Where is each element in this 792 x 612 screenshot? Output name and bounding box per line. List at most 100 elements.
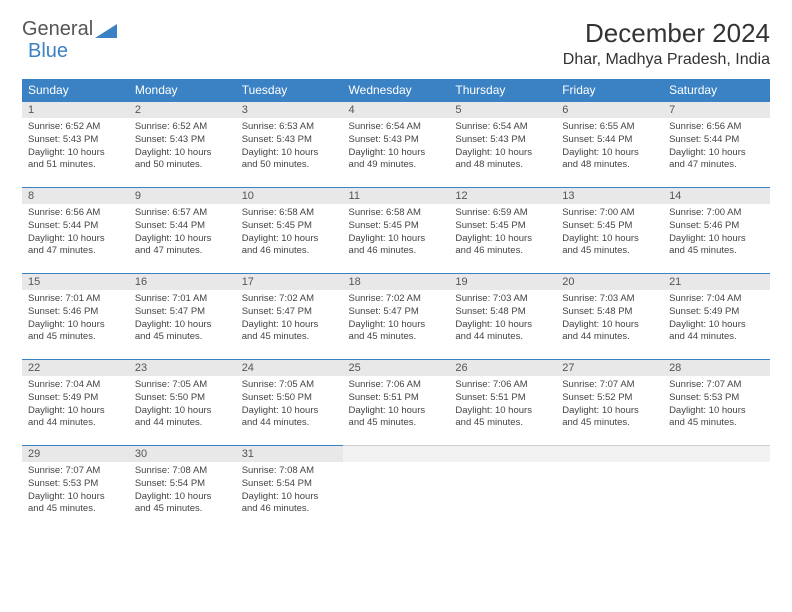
day-body: Sunrise: 6:58 AMSunset: 5:45 PMDaylight:…: [343, 204, 450, 263]
logo-text-general: General: [22, 18, 93, 41]
daylight-text: Daylight: 10 hours and 46 minutes.: [349, 233, 444, 259]
sunset-text: Sunset: 5:49 PM: [669, 306, 764, 319]
day-number: 17: [236, 273, 343, 290]
sunset-text: Sunset: 5:50 PM: [242, 392, 337, 405]
sunset-text: Sunset: 5:44 PM: [135, 220, 230, 233]
daylight-text: Daylight: 10 hours and 45 minutes.: [562, 233, 657, 259]
day-number: 15: [22, 273, 129, 290]
calendar-cell: [343, 445, 450, 531]
day-number: 24: [236, 359, 343, 376]
sunrise-text: Sunrise: 7:04 AM: [669, 293, 764, 306]
daylight-text: Daylight: 10 hours and 44 minutes.: [135, 405, 230, 431]
calendar-cell: 7Sunrise: 6:56 AMSunset: 5:44 PMDaylight…: [663, 101, 770, 187]
sunset-text: Sunset: 5:48 PM: [455, 306, 550, 319]
day-body: Sunrise: 6:54 AMSunset: 5:43 PMDaylight:…: [343, 118, 450, 177]
sunrise-text: Sunrise: 7:02 AM: [242, 293, 337, 306]
sunrise-text: Sunrise: 7:05 AM: [242, 379, 337, 392]
day-number: 30: [129, 445, 236, 462]
sunrise-text: Sunrise: 7:06 AM: [455, 379, 550, 392]
calendar-cell: 6Sunrise: 6:55 AMSunset: 5:44 PMDaylight…: [556, 101, 663, 187]
day-number: 4: [343, 101, 450, 118]
calendar-cell: 5Sunrise: 6:54 AMSunset: 5:43 PMDaylight…: [449, 101, 556, 187]
day-number: 19: [449, 273, 556, 290]
calendar-table: Sunday Monday Tuesday Wednesday Thursday…: [22, 79, 770, 531]
daylight-text: Daylight: 10 hours and 44 minutes.: [28, 405, 123, 431]
day-body: Sunrise: 7:05 AMSunset: 5:50 PMDaylight:…: [129, 376, 236, 435]
sunset-text: Sunset: 5:50 PM: [135, 392, 230, 405]
day-body: Sunrise: 7:08 AMSunset: 5:54 PMDaylight:…: [129, 462, 236, 521]
calendar-cell: 24Sunrise: 7:05 AMSunset: 5:50 PMDayligh…: [236, 359, 343, 445]
sunrise-text: Sunrise: 7:07 AM: [562, 379, 657, 392]
sunrise-text: Sunrise: 6:58 AM: [349, 207, 444, 220]
sunrise-text: Sunrise: 6:56 AM: [669, 121, 764, 134]
day-body: Sunrise: 7:00 AMSunset: 5:45 PMDaylight:…: [556, 204, 663, 263]
sunrise-text: Sunrise: 7:08 AM: [135, 465, 230, 478]
sunset-text: Sunset: 5:44 PM: [669, 134, 764, 147]
calendar-cell: [449, 445, 556, 531]
day-number: 5: [449, 101, 556, 118]
sunrise-text: Sunrise: 7:05 AM: [135, 379, 230, 392]
calendar-cell: 13Sunrise: 7:00 AMSunset: 5:45 PMDayligh…: [556, 187, 663, 273]
calendar-cell: 10Sunrise: 6:58 AMSunset: 5:45 PMDayligh…: [236, 187, 343, 273]
sunrise-text: Sunrise: 6:52 AM: [28, 121, 123, 134]
daylight-text: Daylight: 10 hours and 46 minutes.: [242, 491, 337, 517]
sunset-text: Sunset: 5:45 PM: [349, 220, 444, 233]
weekday-header-row: Sunday Monday Tuesday Wednesday Thursday…: [22, 79, 770, 101]
daylight-text: Daylight: 10 hours and 45 minutes.: [28, 491, 123, 517]
day-body: Sunrise: 7:07 AMSunset: 5:52 PMDaylight:…: [556, 376, 663, 435]
day-body: Sunrise: 6:52 AMSunset: 5:43 PMDaylight:…: [129, 118, 236, 177]
sunset-text: Sunset: 5:46 PM: [669, 220, 764, 233]
day-body: Sunrise: 7:01 AMSunset: 5:46 PMDaylight:…: [22, 290, 129, 349]
sunset-text: Sunset: 5:51 PM: [349, 392, 444, 405]
sunrise-text: Sunrise: 6:57 AM: [135, 207, 230, 220]
sunrise-text: Sunrise: 6:56 AM: [28, 207, 123, 220]
daylight-text: Daylight: 10 hours and 45 minutes.: [135, 491, 230, 517]
day-number: 18: [343, 273, 450, 290]
daylight-text: Daylight: 10 hours and 45 minutes.: [669, 405, 764, 431]
daylight-text: Daylight: 10 hours and 47 minutes.: [669, 147, 764, 173]
calendar-cell: 23Sunrise: 7:05 AMSunset: 5:50 PMDayligh…: [129, 359, 236, 445]
day-number: 25: [343, 359, 450, 376]
day-body: Sunrise: 7:05 AMSunset: 5:50 PMDaylight:…: [236, 376, 343, 435]
sunrise-text: Sunrise: 6:59 AM: [455, 207, 550, 220]
day-number: 23: [129, 359, 236, 376]
day-number: 10: [236, 187, 343, 204]
sunset-text: Sunset: 5:45 PM: [455, 220, 550, 233]
day-number: 26: [449, 359, 556, 376]
day-body: Sunrise: 6:56 AMSunset: 5:44 PMDaylight:…: [663, 118, 770, 177]
calendar-cell: 4Sunrise: 6:54 AMSunset: 5:43 PMDaylight…: [343, 101, 450, 187]
logo-text-blue: Blue: [28, 40, 68, 63]
daylight-text: Daylight: 10 hours and 45 minutes.: [455, 405, 550, 431]
day-body: Sunrise: 7:03 AMSunset: 5:48 PMDaylight:…: [556, 290, 663, 349]
day-number: 3: [236, 101, 343, 118]
daylight-text: Daylight: 10 hours and 48 minutes.: [562, 147, 657, 173]
sunset-text: Sunset: 5:44 PM: [28, 220, 123, 233]
sunrise-text: Sunrise: 6:54 AM: [349, 121, 444, 134]
sunrise-text: Sunrise: 7:08 AM: [242, 465, 337, 478]
sunset-text: Sunset: 5:43 PM: [28, 134, 123, 147]
sunset-text: Sunset: 5:47 PM: [349, 306, 444, 319]
sunrise-text: Sunrise: 7:00 AM: [669, 207, 764, 220]
weekday-monday: Monday: [129, 79, 236, 101]
daylight-text: Daylight: 10 hours and 50 minutes.: [242, 147, 337, 173]
calendar-cell: 11Sunrise: 6:58 AMSunset: 5:45 PMDayligh…: [343, 187, 450, 273]
day-body: Sunrise: 7:08 AMSunset: 5:54 PMDaylight:…: [236, 462, 343, 521]
day-body: Sunrise: 6:53 AMSunset: 5:43 PMDaylight:…: [236, 118, 343, 177]
sunset-text: Sunset: 5:43 PM: [455, 134, 550, 147]
day-number: 20: [556, 273, 663, 290]
day-number: 2: [129, 101, 236, 118]
logo: General: [22, 18, 117, 41]
sunrise-text: Sunrise: 7:07 AM: [28, 465, 123, 478]
day-body: Sunrise: 6:52 AMSunset: 5:43 PMDaylight:…: [22, 118, 129, 177]
day-number: 8: [22, 187, 129, 204]
calendar-cell: 26Sunrise: 7:06 AMSunset: 5:51 PMDayligh…: [449, 359, 556, 445]
sunrise-text: Sunrise: 7:07 AM: [669, 379, 764, 392]
daylight-text: Daylight: 10 hours and 45 minutes.: [349, 319, 444, 345]
daylight-text: Daylight: 10 hours and 46 minutes.: [455, 233, 550, 259]
title-block: December 2024 Dhar, Madhya Pradesh, Indi…: [563, 18, 770, 69]
daylight-text: Daylight: 10 hours and 44 minutes.: [669, 319, 764, 345]
daylight-text: Daylight: 10 hours and 46 minutes.: [242, 233, 337, 259]
day-number: 22: [22, 359, 129, 376]
empty-day-header: [343, 445, 450, 462]
daylight-text: Daylight: 10 hours and 44 minutes.: [562, 319, 657, 345]
